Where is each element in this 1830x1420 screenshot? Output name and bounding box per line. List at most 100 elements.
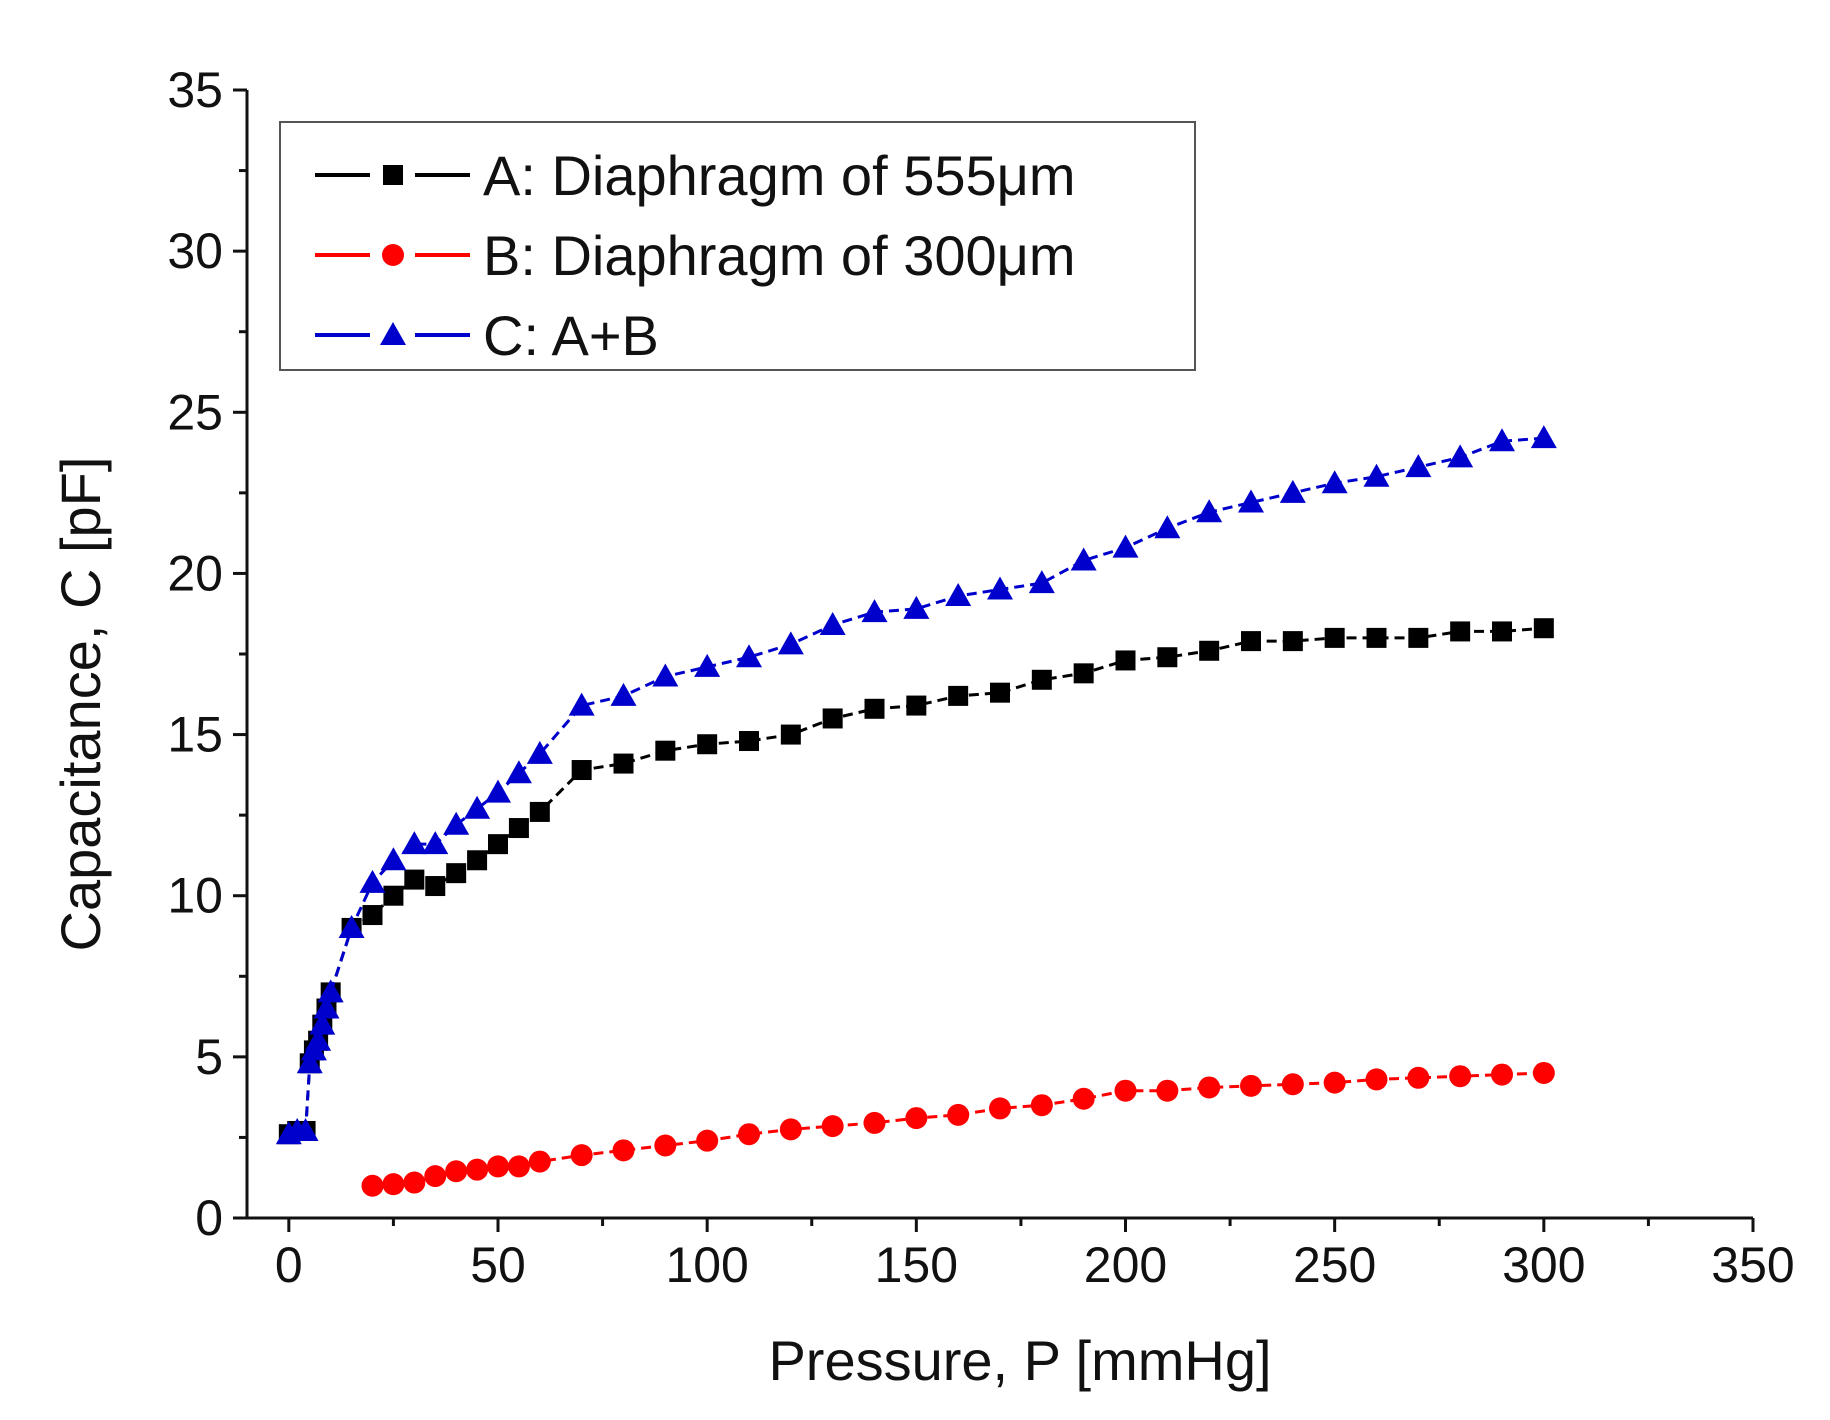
data-point-circle — [1491, 1063, 1513, 1086]
data-point-triangle — [1070, 547, 1097, 571]
data-point-triangle — [305, 1027, 332, 1051]
data-point-triangle — [422, 831, 449, 855]
legend-item: A: Diaphragm of 555μm — [315, 144, 1076, 207]
data-point-square — [425, 876, 446, 897]
data-point-triangle — [1321, 470, 1348, 494]
data-point-circle — [738, 1123, 760, 1146]
legend-label: B: Diaphragm of 300μm — [483, 224, 1076, 287]
data-point-square — [906, 695, 927, 716]
data-point-triangle — [1238, 489, 1264, 513]
legend-items: A: Diaphragm of 555μm B: Diaphragm of 300… — [315, 144, 1076, 367]
data-point-square — [1492, 621, 1512, 642]
data-point-square — [446, 863, 467, 884]
data-point-square — [404, 869, 425, 890]
x-tick-label: 150 — [875, 1237, 958, 1293]
data-point-square — [383, 165, 403, 185]
x-tick-label: 350 — [1711, 1237, 1794, 1293]
x-tick-label: 300 — [1502, 1237, 1585, 1293]
data-point-triangle — [1489, 428, 1515, 452]
data-point-circle — [863, 1111, 886, 1134]
data-point-circle — [1030, 1094, 1053, 1117]
series-square — [278, 618, 1554, 1145]
data-point-triangle — [401, 831, 428, 855]
data-point-square — [383, 885, 404, 906]
data-point-triangle — [1405, 454, 1432, 478]
data-point-circle — [424, 1165, 447, 1188]
data-point-circle — [528, 1150, 551, 1173]
data-point-triangle — [736, 644, 762, 668]
data-point-circle — [1365, 1068, 1388, 1091]
y-ticks: 0 5 10 15 20 25 30 35 — [167, 62, 247, 1246]
series-line — [288, 436, 1544, 1136]
data-point-circle — [779, 1118, 802, 1141]
data-point-triangle — [1530, 425, 1557, 449]
data-point-square — [1282, 631, 1303, 652]
data-point-triangle — [505, 760, 532, 784]
series-triangle — [275, 425, 1557, 1145]
data-point-circle — [1156, 1079, 1179, 1102]
y-tick-label: 10 — [167, 868, 223, 924]
x-tick-label: 200 — [1084, 1237, 1167, 1293]
data-point-circle — [403, 1171, 426, 1194]
data-point-square — [948, 685, 969, 706]
data-point-triangle — [338, 914, 365, 938]
x-tick-label: 100 — [665, 1237, 748, 1293]
data-point-triangle — [464, 795, 491, 819]
data-point-triangle — [945, 582, 972, 606]
data-point-triangle — [987, 576, 1013, 600]
data-point-square — [1031, 669, 1052, 690]
data-point-circle — [1198, 1076, 1221, 1099]
legend-label: C: A+B — [483, 304, 659, 367]
data-point-triangle — [694, 653, 721, 677]
y-tick-label: 15 — [167, 707, 223, 763]
data-point-circle — [947, 1103, 970, 1126]
data-point-triangle — [526, 740, 553, 764]
data-point-square — [508, 818, 529, 839]
data-point-circle — [361, 1174, 384, 1197]
data-point-square — [1450, 621, 1471, 642]
data-point-triangle — [443, 811, 470, 835]
data-point-square — [1241, 631, 1261, 652]
y-tick-label: 5 — [195, 1029, 223, 1085]
data-point-triangle — [861, 599, 888, 623]
data-point-circle — [612, 1139, 635, 1162]
y-tick-label: 20 — [167, 545, 223, 601]
y-tick-label: 30 — [167, 223, 223, 279]
data-point-triangle — [652, 663, 679, 687]
data-point-triangle — [903, 595, 930, 619]
data-point-triangle — [1112, 534, 1139, 558]
data-point-triangle — [1028, 570, 1055, 594]
data-point-square — [1533, 618, 1554, 639]
y-axis-title: Capacitance, C [pF] — [49, 457, 112, 952]
data-point-triangle — [309, 1011, 336, 1035]
data-point-square — [1366, 627, 1387, 648]
data-point-triangle — [317, 979, 344, 1003]
x-tick-label: 50 — [470, 1237, 526, 1293]
data-point-square — [655, 740, 676, 761]
data-point-square — [864, 698, 885, 719]
data-point-triangle — [296, 1050, 323, 1074]
axes: 0 50 100 150 200 250 300 350 0 5 10 15 20 25 30 35 Pre… — [49, 62, 1795, 1392]
data-point-triangle — [359, 869, 386, 893]
x-tick-label: 250 — [1293, 1237, 1376, 1293]
data-point-square — [1115, 650, 1136, 671]
x-axis-title: Pressure, P [mmHg] — [768, 1329, 1271, 1392]
data-point-circle — [1449, 1065, 1472, 1088]
data-point-circle — [1407, 1066, 1430, 1089]
data-point-triangle — [292, 1117, 319, 1141]
legend: A: Diaphragm of 555μm B: Diaphragm of 300… — [279, 121, 1196, 371]
data-point-triangle — [610, 682, 637, 706]
data-point-triangle — [819, 611, 846, 635]
data-point-circle — [905, 1107, 928, 1130]
data-point-square — [1408, 627, 1429, 648]
data-point-square — [467, 850, 488, 871]
data-point-circle — [445, 1160, 468, 1183]
data-point-triangle — [485, 779, 511, 803]
data-point-square — [613, 753, 634, 774]
data-point-square — [780, 724, 801, 745]
series-line — [372, 1071, 1544, 1188]
data-point-circle — [487, 1155, 509, 1178]
data-point-circle — [382, 1173, 405, 1196]
data-point-square — [571, 760, 592, 781]
